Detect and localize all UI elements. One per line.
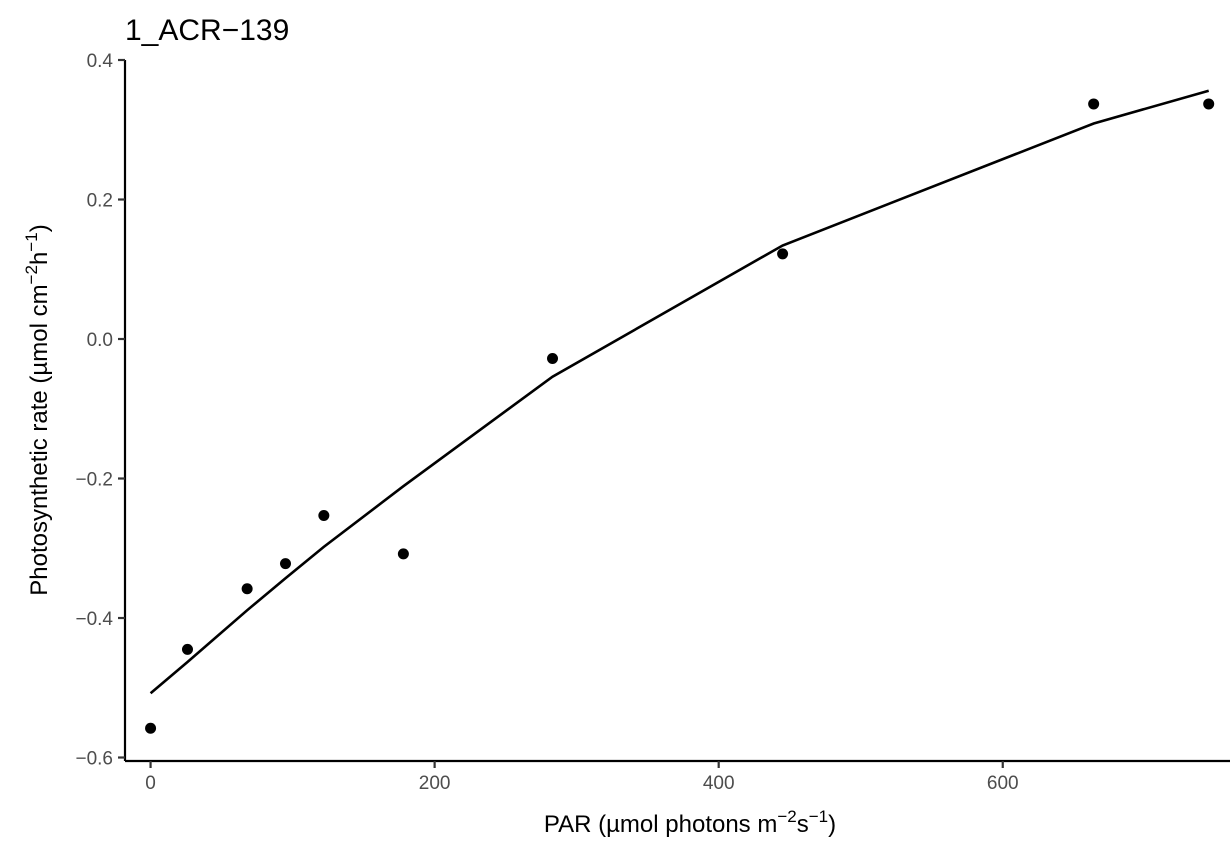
data-points — [145, 98, 1215, 734]
x-tick-label: 0 — [145, 773, 156, 794]
data-point — [318, 509, 330, 521]
y-tick-label: −0.2 — [75, 470, 113, 491]
data-point — [1088, 98, 1100, 110]
y-axis: 0.4 0.2 0.0 −0.2 −0.4 −0.6 — [75, 51, 127, 770]
data-point — [1203, 98, 1215, 110]
y-tick-label: 0.4 — [87, 51, 114, 72]
y-tick-label: −0.4 — [75, 609, 113, 630]
data-point — [397, 548, 409, 560]
x-axis-title: PAR (µmol photons m−2s−1) — [544, 807, 836, 838]
data-point — [279, 558, 291, 570]
data-point — [777, 248, 789, 260]
data-point — [241, 583, 253, 595]
y-tick-label: 0.0 — [87, 330, 113, 351]
x-tick-label: 400 — [703, 773, 735, 794]
x-axis: 0 200 400 600 — [125, 759, 1230, 794]
x-tick-label: 600 — [987, 773, 1019, 794]
y-tick-label: −0.6 — [75, 749, 113, 770]
data-point — [145, 722, 157, 734]
y-tick-label: 0.2 — [87, 191, 113, 212]
y-axis-title: Photosynthetic rate (µmol cm−2h−1) — [22, 224, 53, 595]
fit-line — [149, 89, 1210, 695]
x-tick-label: 200 — [419, 773, 451, 794]
data-point — [547, 353, 559, 365]
chart-title: 1_ACR−139 — [125, 14, 289, 47]
data-point — [181, 643, 193, 655]
